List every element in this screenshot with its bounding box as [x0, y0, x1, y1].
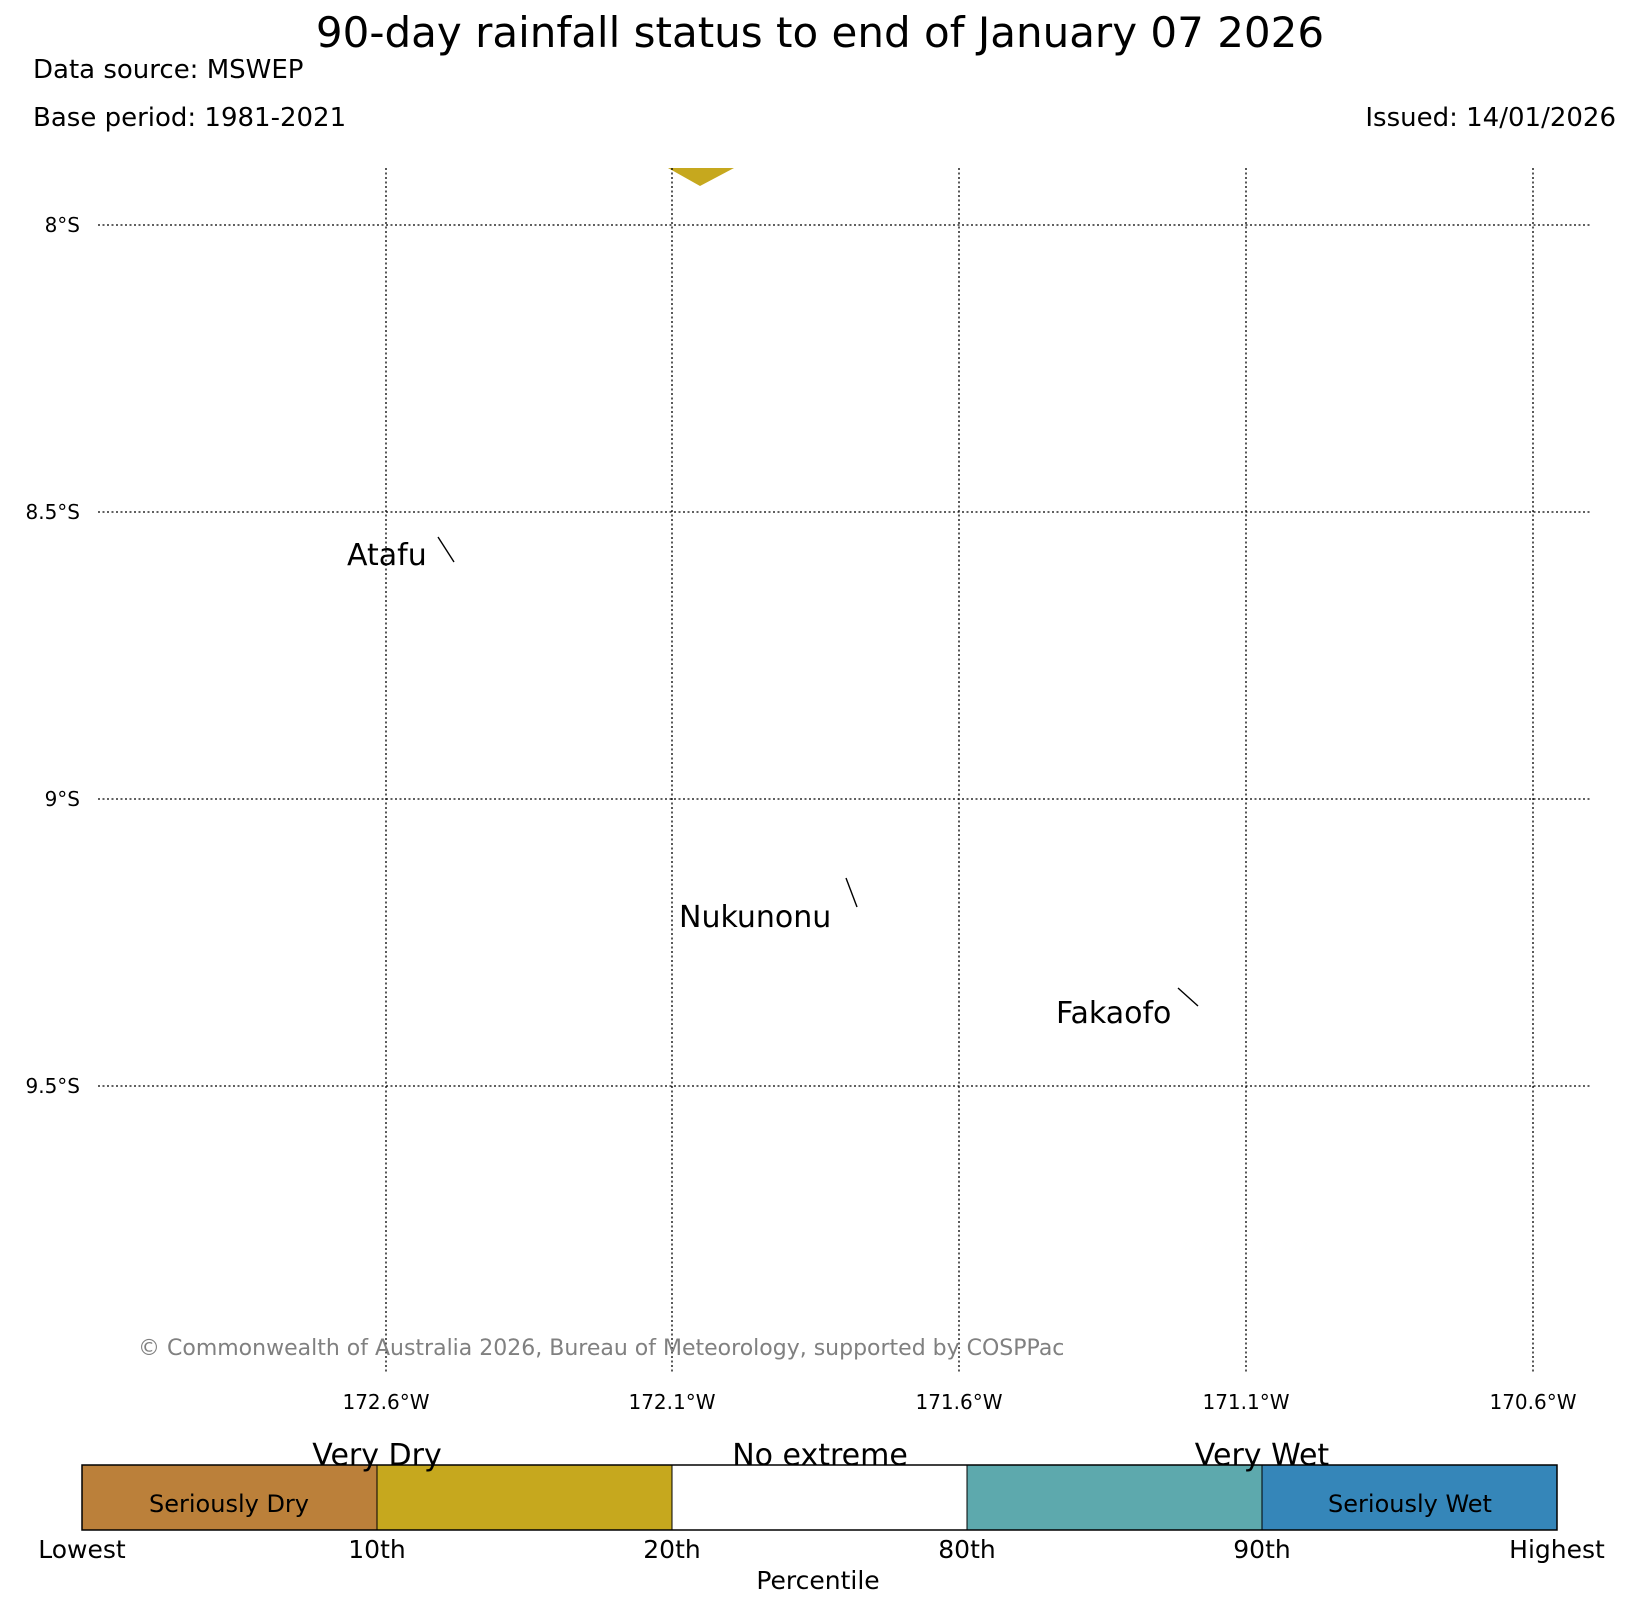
place-label-atafu: Atafu [347, 538, 427, 573]
place-label-fakaofo: Fakaofo [1056, 996, 1172, 1031]
legend-tick-10th: 10th [348, 1535, 406, 1564]
place-label-nukunonu: Nukunonu [679, 900, 832, 935]
fakaofo-atoll [1177, 987, 1199, 1007]
legend-label-no-extreme: No extreme [732, 1438, 908, 1473]
legend-no-extreme-swatch [672, 1465, 967, 1530]
lon-label-171-1w: 171.1°W [1202, 1390, 1290, 1414]
legend-axis-label: Percentile [756, 1566, 880, 1595]
very-dry-region [668, 168, 734, 186]
base-period-label: Base period: 1981-2021 [33, 103, 347, 133]
data-source-label: Data source: MSWEP [33, 55, 304, 85]
lat-label-8s: 8°S [44, 213, 80, 237]
lon-label-172-6w: 172.6°W [342, 1390, 430, 1414]
legend-colorbar [81, 1464, 1558, 1531]
lon-label-170-6w: 170.6°W [1489, 1390, 1577, 1414]
legend-tick-lowest: Lowest [38, 1535, 126, 1564]
copyright-notice: © Commonwealth of Australia 2026, Bureau… [138, 1336, 1065, 1361]
legend-label-seriously-wet: Seriously Wet [1328, 1490, 1492, 1518]
legend-tick-highest: Highest [1509, 1535, 1605, 1564]
legend-tick-90th: 90th [1233, 1535, 1291, 1564]
page-title: 90-day rainfall status to end of January… [315, 8, 1325, 57]
legend-very-wet-swatch [967, 1465, 1262, 1530]
legend-tick-80th: 80th [938, 1535, 996, 1564]
issued-date-label: Issued: 14/01/2026 [1365, 103, 1616, 133]
lat-label-9s: 9°S [44, 787, 80, 811]
legend-seriously-dry-swatch [82, 1465, 377, 1530]
legend-label-very-wet: Very Wet [1194, 1438, 1330, 1473]
lon-label-171-6w: 171.6°W [915, 1390, 1003, 1414]
lat-label-8-5s: 8.5°S [25, 500, 80, 524]
atafu-atoll [437, 536, 455, 563]
legend-seriously-wet-swatch [1262, 1465, 1557, 1530]
legend-very-dry-swatch [377, 1465, 672, 1530]
lat-label-9-5s: 9.5°S [25, 1074, 80, 1098]
legend-label-seriously-dry: Seriously Dry [149, 1490, 309, 1518]
lon-label-172-1w: 172.1°W [628, 1390, 716, 1414]
legend-label-very-dry: Very Dry [312, 1438, 442, 1473]
legend-tick-20th: 20th [643, 1535, 701, 1564]
nukunonu-atoll [845, 877, 858, 908]
